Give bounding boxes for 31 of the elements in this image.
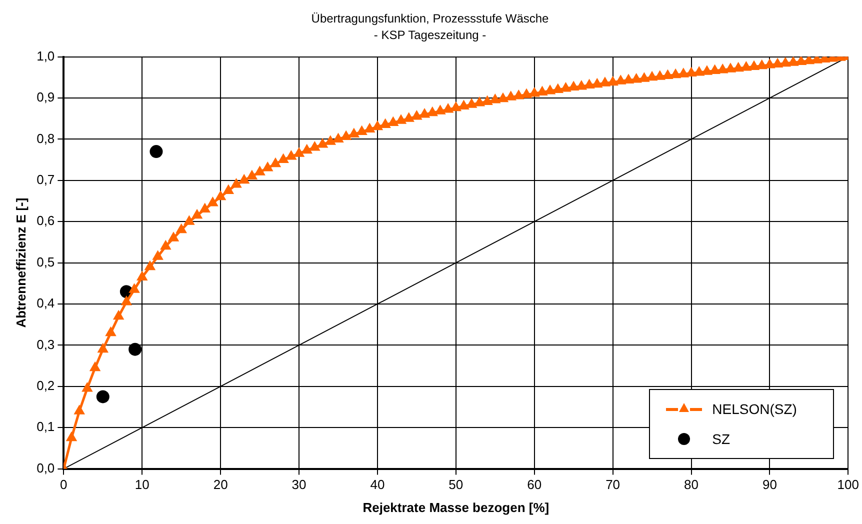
y-tick-label: 0,1 — [36, 419, 55, 434]
y-tick-label: 0,5 — [36, 254, 55, 270]
y-tick-label: 0,0 — [36, 460, 55, 476]
y-tick-label: 0,6 — [36, 213, 55, 228]
x-tick-label: 10 — [134, 477, 150, 492]
y-tick-label: 0,2 — [36, 378, 55, 393]
chart-title: Übertragungsfunktion, Prozessstufe Wäsche — [311, 12, 550, 26]
legend-label: SZ — [712, 430, 730, 447]
x-tick-label: 50 — [448, 477, 464, 492]
x-axis-title: Rejektrate Masse bezogen [%] — [362, 500, 550, 515]
point — [128, 342, 142, 356]
point — [96, 390, 110, 404]
y-tick-label: 0,3 — [36, 336, 55, 352]
y-tick-label: 0,4 — [36, 296, 55, 311]
x-tick-label: 70 — [606, 477, 620, 492]
y-tick-label: 0,7 — [36, 172, 55, 187]
x-tick-label: 40 — [370, 477, 385, 492]
y-axis-title: Abtrenneffizienz E [-] — [13, 198, 28, 328]
legend-label: NELSON(SZ) — [712, 400, 797, 417]
x-tick-label: 100 — [837, 477, 860, 492]
y-tick-label: 0,9 — [36, 90, 55, 105]
y-tick-label: 1,0 — [36, 48, 55, 64]
chart-subtitle: - KSP Tageszeitung - — [374, 28, 486, 42]
x-tick-label: 90 — [762, 477, 777, 492]
x-tick-label: 20 — [213, 477, 228, 492]
point — [150, 145, 163, 158]
x-tick-label: 80 — [684, 477, 698, 492]
x-tick-label: 60 — [527, 477, 542, 492]
x-tick-label: 30 — [292, 477, 306, 492]
y-tick-label: 0,8 — [36, 130, 55, 146]
x-tick-label: 0 — [60, 477, 68, 492]
